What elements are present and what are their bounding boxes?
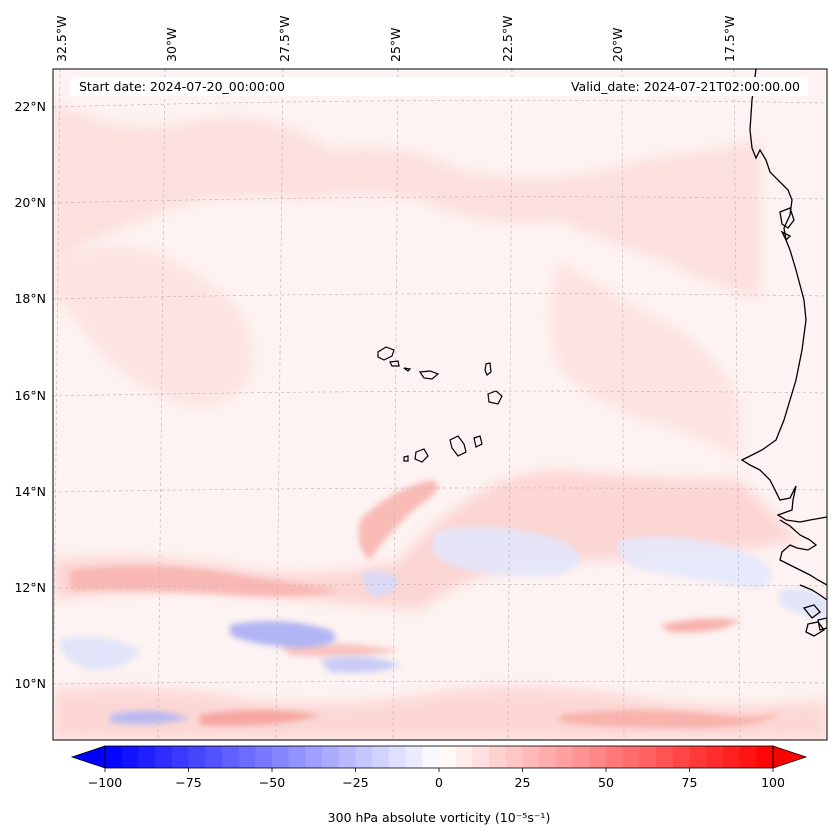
lat-label: 18°N — [14, 291, 46, 306]
colorbar-cell — [455, 746, 473, 768]
colorbar-tick-label: 50 — [598, 775, 614, 790]
lat-label: 16°N — [14, 388, 46, 403]
colorbar-cell — [205, 746, 223, 768]
colorbar-extend-min — [70, 745, 106, 769]
colorbar-tick-label: 0 — [435, 775, 443, 790]
colorbar-cell — [288, 746, 306, 768]
colorbar-cell — [155, 746, 173, 768]
colorbar-cell — [388, 746, 407, 768]
colorbar-cell — [138, 746, 156, 768]
lon-label: 20°W — [610, 27, 625, 62]
colorbar-tick-label: 75 — [682, 775, 698, 790]
colorbar-cell — [105, 746, 123, 768]
info-box — [70, 77, 808, 96]
colorbar-label: 300 hPa absolute vorticity (10⁻⁵s⁻¹) — [328, 810, 551, 825]
graticule — [53, 69, 827, 740]
colorbar-cell — [405, 746, 423, 768]
longitude-labels: 32.5°W 30°W 27.5°W 25°W 22.5°W 20°W 17.5… — [54, 16, 737, 62]
colorbar-cells — [105, 746, 774, 768]
vorticity-field — [53, 69, 827, 740]
colorbar-cell — [188, 746, 206, 768]
latitude-labels: 22°N 20°N 18°N 16°N 14°N 12°N 10°N — [14, 99, 46, 691]
colorbar-cell — [756, 746, 774, 768]
colorbar-cell — [539, 746, 557, 768]
colorbar-cell — [238, 746, 256, 768]
colorbar-cell — [338, 746, 357, 768]
lat-label: 12°N — [14, 580, 46, 595]
map-frame — [52, 68, 828, 741]
colorbar-cell — [739, 746, 757, 768]
lon-label: 22.5°W — [500, 16, 515, 62]
colorbar-cell — [221, 746, 240, 768]
colorbar-cell — [255, 746, 273, 768]
colorbar-cell — [606, 746, 624, 768]
lon-label: 25°W — [388, 27, 403, 62]
lat-label: 14°N — [14, 484, 46, 499]
colorbar-cell — [706, 746, 724, 768]
coastline — [740, 69, 827, 637]
colorbar-extend-max — [772, 745, 808, 769]
colorbar-tick-label: −25 — [342, 775, 368, 790]
colorbar-cell — [572, 746, 590, 768]
colorbar-cell — [472, 746, 490, 768]
colorbar-cell — [489, 746, 507, 768]
cape-verde-islands — [377, 346, 503, 463]
lon-label: 27.5°W — [277, 16, 292, 62]
colorbar-cell — [689, 746, 707, 768]
colorbar-cell — [372, 746, 390, 768]
colorbar-cell — [505, 746, 524, 768]
colorbar-cell — [355, 746, 373, 768]
colorbar-tick-label: −100 — [88, 775, 122, 790]
colorbar-cell — [656, 746, 674, 768]
lat-label: 20°N — [14, 195, 46, 210]
colorbar-tick-label: 100 — [761, 775, 785, 790]
colorbar-cell — [522, 746, 540, 768]
colorbar-cell — [322, 746, 340, 768]
colorbar-cell — [171, 746, 190, 768]
colorbar-cell — [722, 746, 741, 768]
colorbar-tick-label: 25 — [515, 775, 531, 790]
colorbar: −100 −75 −50 −25 0 25 50 75 100 300 hPa absolute… — [70, 745, 808, 825]
colorbar-cell — [589, 746, 607, 768]
colorbar-cell — [672, 746, 691, 768]
colorbar-cell — [422, 746, 440, 768]
start-date: Start date: 2024-07-20_00:00:00 — [79, 79, 285, 94]
colorbar-cell — [121, 746, 139, 768]
lon-label: 30°W — [164, 27, 179, 62]
valid-date: Valid_date: 2024-07-21T02:00:00.00 — [571, 79, 800, 94]
colorbar-tick-label: −50 — [259, 775, 285, 790]
lat-label: 10°N — [14, 676, 46, 691]
colorbar-cell — [439, 746, 457, 768]
colorbar-ticks: −100 −75 −50 −25 0 25 50 75 100 — [88, 768, 785, 790]
colorbar-tick-label: −75 — [175, 775, 201, 790]
lat-label: 22°N — [14, 99, 46, 114]
lon-label: 17.5°W — [722, 16, 737, 62]
lon-label: 32.5°W — [54, 16, 69, 62]
colorbar-cell — [272, 746, 290, 768]
colorbar-cell — [639, 746, 657, 768]
colorbar-cell — [305, 746, 323, 768]
colorbar-cell — [555, 746, 574, 768]
colorbar-cell — [622, 746, 640, 768]
